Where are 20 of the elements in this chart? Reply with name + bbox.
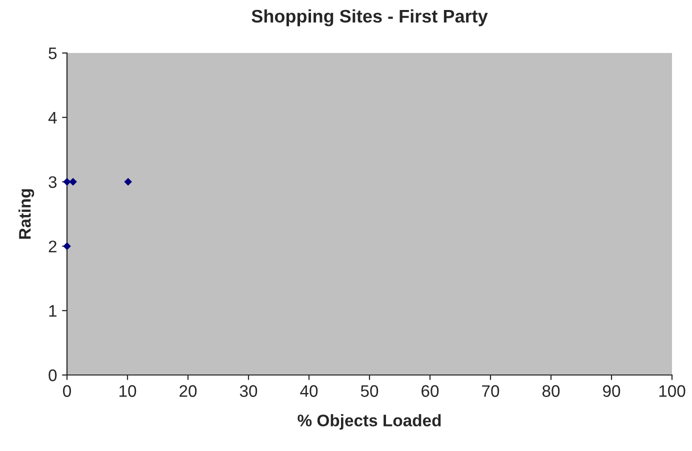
x-tick-label: 100 xyxy=(659,385,686,397)
y-axis-title: Rating xyxy=(18,189,34,239)
x-tick-label: 30 xyxy=(240,385,258,397)
y-tick-label: 4 xyxy=(48,112,57,124)
y-tick-label: 3 xyxy=(48,176,57,188)
x-tick-label: 80 xyxy=(542,385,560,397)
y-tick-label: 5 xyxy=(48,48,57,60)
x-tick-label: 50 xyxy=(360,385,378,397)
x-tick-label: 70 xyxy=(482,385,500,397)
x-tick-label: 0 xyxy=(63,385,71,397)
x-tick-label: 60 xyxy=(422,385,439,397)
x-tick-label: 20 xyxy=(180,385,197,397)
y-tick-label: 2 xyxy=(48,240,56,252)
y-tick-label: 1 xyxy=(49,305,56,317)
x-tick-label: 90 xyxy=(603,385,620,397)
x-tick-label: 40 xyxy=(300,385,318,397)
y-tick-label: 0 xyxy=(48,369,57,382)
x-tick-label: 10 xyxy=(120,385,136,397)
chart-title: Shopping Sites - First Party xyxy=(252,9,488,26)
x-axis-title: % Objects Loaded xyxy=(298,414,441,430)
